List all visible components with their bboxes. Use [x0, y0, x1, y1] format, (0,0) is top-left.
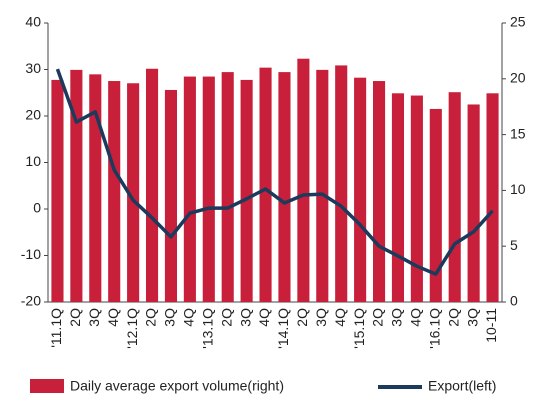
x-tick-label: 4Q: [332, 308, 348, 327]
y-tick-label: 10: [25, 153, 41, 169]
bar: [410, 95, 423, 302]
x-tick-label: '15.1Q: [351, 308, 367, 349]
x-tick-label: 4Q: [256, 308, 272, 327]
x-tick-label: 10-11: [483, 308, 499, 343]
bar: [145, 68, 159, 302]
y-tick-label: 40: [25, 14, 41, 30]
line: [55, 68, 494, 276]
legend-label: Daily average export volume(right): [70, 378, 284, 394]
x-tick-label: 2Q: [218, 308, 234, 327]
bar: [486, 93, 499, 302]
legend-label: Export(left): [428, 378, 496, 394]
bar: [391, 93, 405, 302]
x-tick-label: '12.1Q: [124, 308, 140, 349]
bar: [164, 89, 178, 303]
bar: [354, 77, 367, 303]
y2-tick-label: 5: [510, 237, 518, 253]
x-tick-label: '13.1Q: [199, 308, 215, 349]
y2-tick-label: 20: [510, 70, 526, 86]
x-tick-label: 4Q: [408, 308, 424, 327]
bar: [183, 76, 196, 303]
y-tick-label: 20: [25, 107, 41, 123]
y2-tick-label: 15: [510, 125, 526, 141]
x-tick-label: '14.1Q: [275, 308, 291, 349]
y2-tick-label: 10: [510, 181, 526, 197]
bar: [335, 65, 348, 303]
x-tick-label: 2Q: [67, 308, 83, 327]
x-tick-label: '11.1Q: [48, 308, 64, 348]
bar: [278, 72, 291, 302]
x-tick-label: 3Q: [313, 308, 329, 327]
bar: [429, 108, 442, 302]
bar: [240, 79, 253, 302]
x-tick-label: '16.1Q: [426, 308, 442, 349]
bar: [467, 104, 480, 302]
x-tick-label: 2Q: [294, 308, 310, 327]
bar: [127, 83, 140, 302]
x-tick-label: 2Q: [370, 308, 386, 327]
bar: [259, 67, 272, 302]
x-tick-label: 3Q: [237, 308, 253, 327]
x-tick-label: 3Q: [86, 308, 102, 327]
legend-swatch: [30, 379, 64, 393]
bar: [372, 81, 386, 302]
bar: [297, 58, 310, 302]
y-tick-label: 30: [25, 60, 41, 76]
x-tick-label: 3Q: [464, 308, 480, 327]
bar: [316, 69, 329, 302]
x-tick-label: 4Q: [105, 308, 121, 327]
bar: [448, 92, 461, 302]
y2-tick-label: 0: [510, 293, 518, 309]
bar: [108, 81, 121, 302]
x-tick-label: 4Q: [181, 308, 197, 327]
x-tick-label: 3Q: [162, 308, 178, 327]
y-tick-label: -10: [21, 246, 41, 262]
x-tick-label: 2Q: [445, 308, 461, 327]
bar: [221, 72, 234, 302]
y-tick-label: 0: [33, 200, 41, 216]
bar: [89, 74, 102, 302]
bar: [70, 69, 83, 302]
x-tick-label: 2Q: [143, 308, 159, 327]
x-tick-label: 3Q: [389, 308, 405, 327]
y-tick-label: -20: [21, 293, 41, 309]
y2-tick-label: 25: [510, 14, 526, 30]
bar: [202, 76, 215, 303]
bar: [51, 79, 64, 302]
